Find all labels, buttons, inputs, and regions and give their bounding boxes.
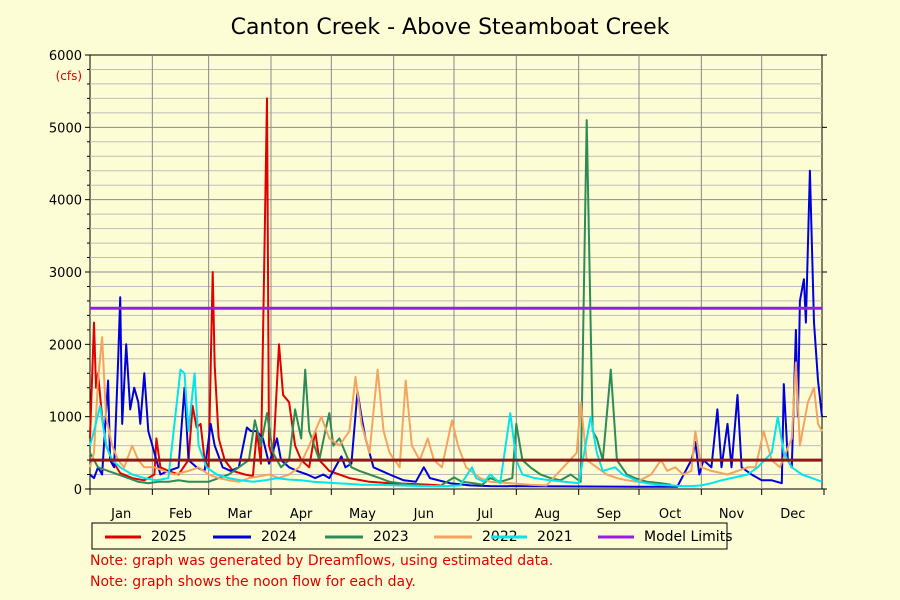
note-estimated-data: Note: graph was generated by Dreamflows,…: [90, 553, 554, 569]
legend-label: 2024: [261, 529, 297, 545]
chart-title: Canton Creek - Above Steamboat Creek: [231, 15, 670, 40]
y-tick-label: 6000: [49, 49, 82, 64]
x-tick-label: May: [349, 507, 376, 522]
x-tick-label: Sep: [597, 507, 622, 522]
legend-label: 2025: [151, 529, 187, 545]
legend-label: Model Limits: [644, 529, 732, 545]
axes: 0 1000 2000 3000 4000 5000 6000 Jan Feb Mar Apr May…: [49, 49, 827, 522]
x-tick-label: Feb: [169, 507, 192, 522]
x-tick-label: Jan: [110, 507, 131, 522]
legend: 2025 2024 2023 2022 2021 Model Limits: [91, 522, 732, 550]
x-tick-label: Dec: [780, 507, 805, 522]
x-tick-label: Apr: [290, 507, 313, 522]
series-line: [89, 368, 823, 488]
legend-label: 2023: [373, 529, 409, 545]
series-line: [89, 336, 823, 487]
x-tick-label: Jul: [476, 507, 493, 522]
x-tick-label: Nov: [719, 507, 745, 522]
series-line: [89, 97, 440, 487]
y-tick-label: 1000: [49, 411, 82, 426]
x-tick-label: Jun: [413, 507, 434, 522]
x-tick-label: Mar: [228, 507, 253, 522]
y-tick-label: 3000: [49, 266, 82, 281]
legend-label: 2021: [537, 529, 573, 545]
note-noon-flow: Note: graph shows the noon flow for each…: [90, 574, 416, 590]
series-line: [89, 169, 823, 488]
series-lines: [89, 97, 823, 488]
x-tick-label: Oct: [659, 507, 681, 522]
y-tick-label: 5000: [49, 121, 82, 136]
y-tick-label: 2000: [49, 338, 82, 353]
y-axis-unit-label: (cfs): [56, 69, 82, 83]
series-line: [89, 119, 672, 488]
x-tick-label: Aug: [535, 507, 560, 522]
y-tick-label: 4000: [49, 194, 82, 209]
y-tick-label: 0: [74, 483, 82, 498]
